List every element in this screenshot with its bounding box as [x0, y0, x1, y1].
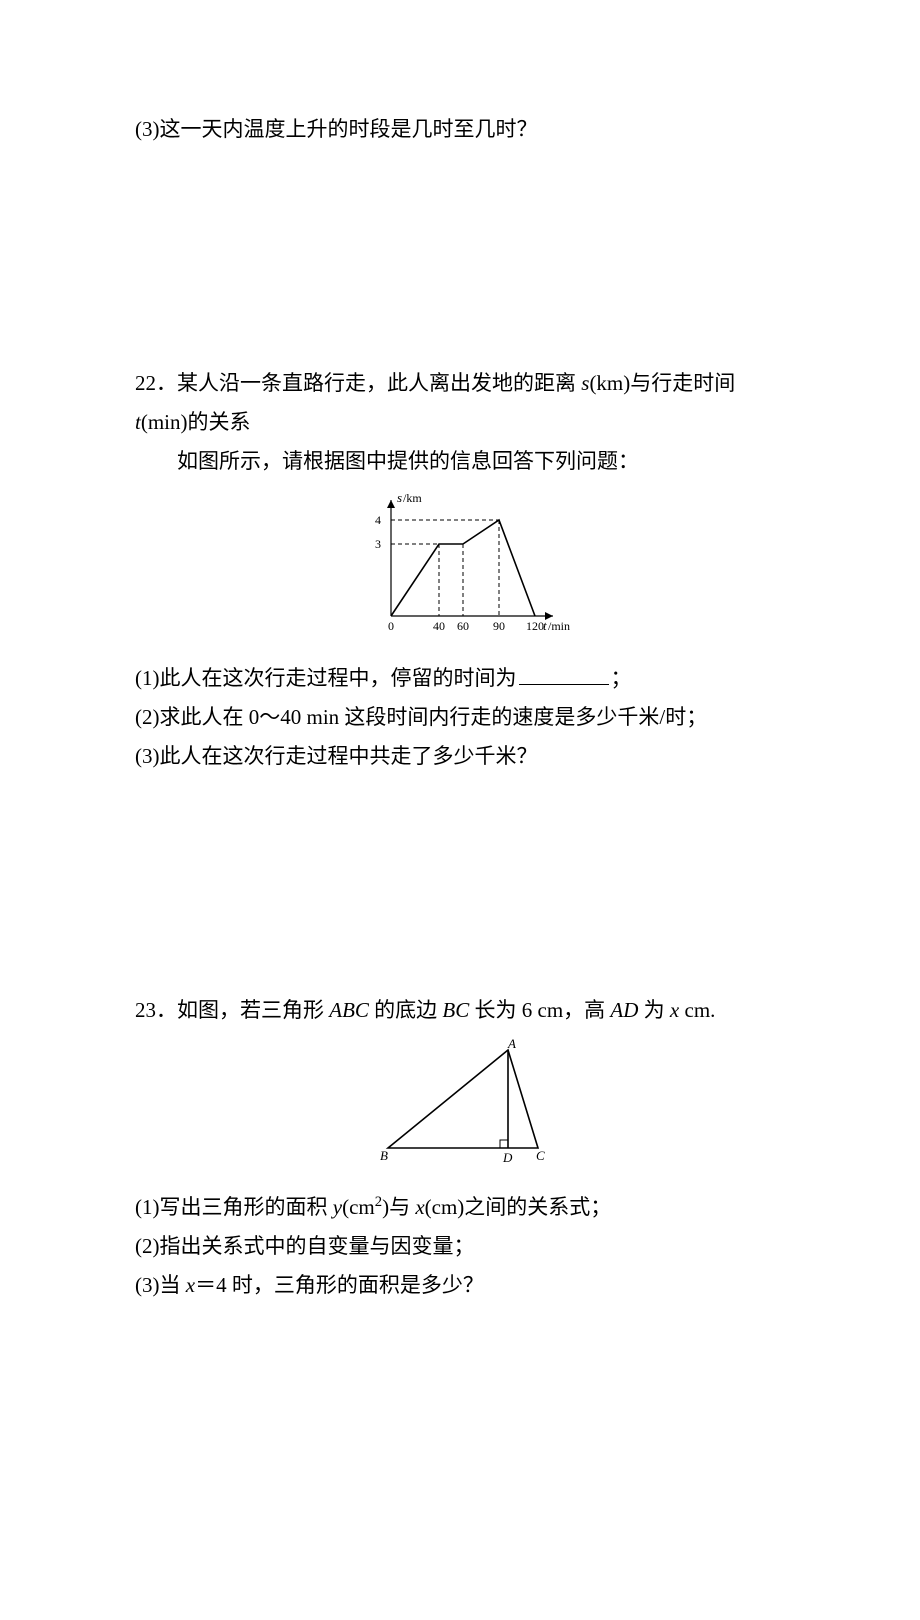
q23-stem: 23．如图，若三角形 ABC 的底边 BC 长为 6 cm，高 AD 为 x c… [135, 991, 790, 1030]
q22-text3: (min)的关系 [141, 410, 251, 434]
bc: BC [442, 998, 469, 1022]
triangle-diagram-icon: A B C D [368, 1038, 558, 1168]
q22-cont: 如图所示，请根据图中提供的信息回答下列问题： [135, 442, 790, 481]
svg-text:A: A [507, 1038, 516, 1051]
q23-t3: 长为 6 cm，高 [469, 998, 610, 1022]
q23-s3b: ＝4 时，三角形的面积是多少？ [195, 1273, 484, 1297]
q22-sub1-text: (1)此人在这次行走过程中，停留的时间为 [135, 666, 517, 690]
q23-number: 23． [135, 991, 177, 1030]
svg-text:B: B [380, 1148, 388, 1163]
q22-stem: 22．某人沿一条直路行走，此人离出发地的距离 s(km)与行走时间 t(min)… [135, 364, 790, 442]
svg-text:90: 90 [493, 619, 505, 633]
q22-sub1: (1)此人在这次行走过程中，停留的时间为 ； [135, 659, 790, 698]
q22-text2: (km)与行走时间 [589, 371, 735, 395]
svg-text:60: 60 [457, 619, 469, 633]
x1: x [670, 998, 679, 1022]
q23-t4: 为 [638, 998, 670, 1022]
question-21-partial: (3)这一天内温度上升的时段是几时至几时？ [135, 110, 790, 149]
sup2: 2 [375, 1194, 382, 1210]
q23-t2: 的底边 [369, 998, 443, 1022]
x2: x [415, 1195, 424, 1219]
q23-s1d: (cm)之间的关系式； [425, 1195, 612, 1219]
q22-sub3: (3)此人在这次行走过程中共走了多少千米？ [135, 737, 790, 776]
svg-text:C: C [536, 1148, 545, 1163]
q22-sub1-tail: ； [611, 666, 632, 690]
svg-text:/km: /km [403, 491, 422, 505]
svg-text:D: D [502, 1150, 513, 1165]
q23-s1b: (cm [342, 1195, 375, 1219]
q22-sub2: (2)求此人在 0～40 min 这段时间内行走的速度是多少千米/时； [135, 698, 790, 737]
y1: y [333, 1195, 342, 1219]
abc: ABC [329, 998, 369, 1022]
svg-text:t: t [543, 618, 547, 633]
svg-text:3: 3 [375, 537, 381, 551]
blank-fill[interactable] [519, 664, 609, 685]
svg-text:40: 40 [433, 619, 445, 633]
line-chart-icon: 3 4 0 40 60 90 120 s /km t /min [353, 488, 573, 638]
q22-text4: 如图所示，请根据图中提供的信息回答下列问题： [177, 442, 790, 481]
question-23: 23．如图，若三角形 ABC 的底边 BC 长为 6 cm，高 AD 为 x c… [135, 991, 790, 1305]
x3: x [186, 1273, 195, 1297]
svg-text:s: s [397, 490, 402, 505]
svg-text:120: 120 [526, 619, 544, 633]
q22-text1: 某人沿一条直路行走，此人离出发地的距离 [177, 371, 581, 395]
svg-text:0: 0 [388, 619, 394, 633]
q22-number: 22． [135, 364, 177, 403]
q23-s1a: (1)写出三角形的面积 [135, 1195, 333, 1219]
q23-s1c: )与 [382, 1195, 415, 1219]
q22-figure: 3 4 0 40 60 90 120 s /km t /min [135, 488, 790, 651]
q23-t5: cm. [679, 998, 715, 1022]
q23-sub1: (1)写出三角形的面积 y(cm2)与 x(cm)之间的关系式； [135, 1188, 790, 1227]
svg-text:4: 4 [375, 513, 381, 527]
q23-s3a: (3)当 [135, 1273, 186, 1297]
q23-sub3: (3)当 x＝4 时，三角形的面积是多少？ [135, 1266, 790, 1305]
ad: AD [610, 998, 638, 1022]
question-22: 22．某人沿一条直路行走，此人离出发地的距离 s (km)与行走时间 t (min)… [135, 364, 790, 776]
q21-sub3: (3)这一天内温度上升的时段是几时至几时？ [135, 110, 790, 149]
svg-text:/min: /min [548, 619, 570, 633]
q23-figure: A B C D [135, 1038, 790, 1181]
q23-t1: 如图，若三角形 [177, 998, 329, 1022]
q23-sub2: (2)指出关系式中的自变量与因变量； [135, 1227, 790, 1266]
